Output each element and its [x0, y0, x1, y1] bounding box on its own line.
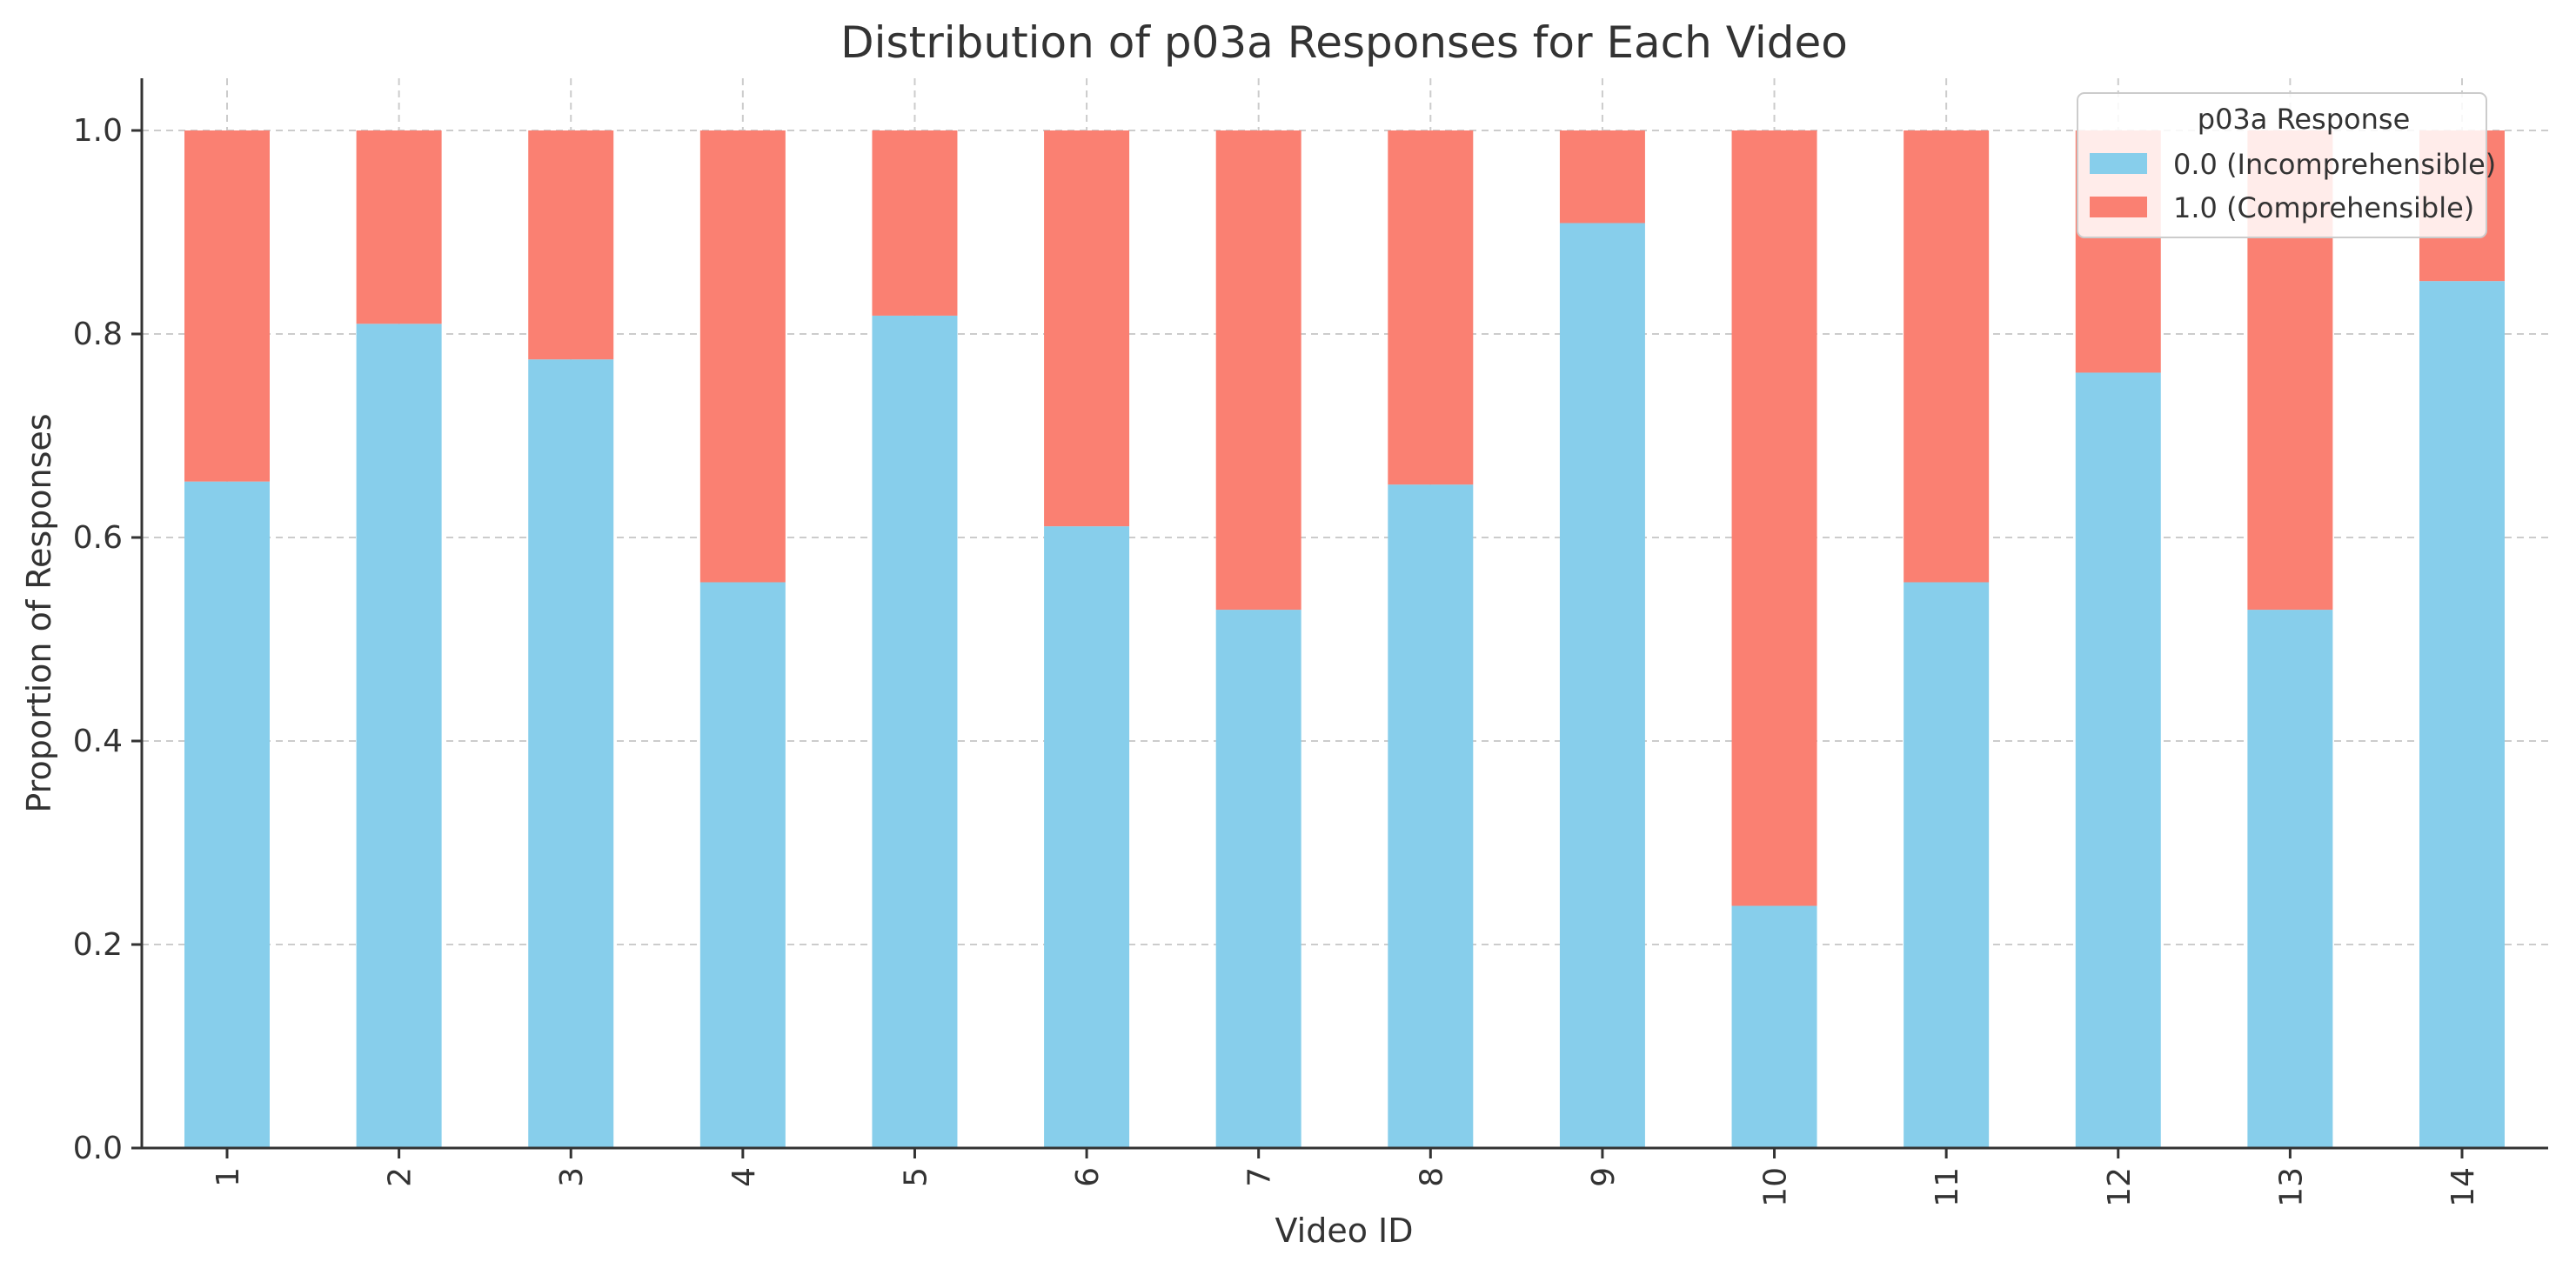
x-tick-label: 2	[383, 1167, 418, 1187]
x-axis-label: Video ID	[1275, 1212, 1413, 1250]
bar-segment-video-4-series-0	[699, 582, 786, 1148]
x-tick-label: 3	[554, 1167, 590, 1187]
bar-segment-video-6-series-0	[1044, 526, 1130, 1148]
x-tick-label: 12	[2102, 1167, 2138, 1207]
bars	[184, 130, 2505, 1149]
y-tick-label: 0.2	[73, 927, 123, 963]
y-axis-label: Proportion of Responses	[20, 413, 58, 812]
legend-label-incomprehensible: 0.0 (Incomprehensible)	[2173, 148, 2496, 181]
x-tick-label: 4	[726, 1167, 762, 1187]
bar-segment-video-11-series-0	[1904, 582, 1990, 1148]
y-ticks: 0.0 0.2 0.4 0.6 0.8 1.0	[73, 113, 142, 1166]
x-tick-label: 6	[1070, 1167, 1106, 1187]
x-tick-label: 10	[1758, 1167, 1794, 1207]
legend-title: p03a Response	[2198, 103, 2411, 136]
x-ticks: 1 2 3 4 5 6 7 8 9 10 11 12 13 14	[211, 1148, 2481, 1207]
y-tick-label: 0.4	[73, 724, 123, 759]
x-tick-label: 14	[2446, 1167, 2481, 1207]
x-tick-label: 9	[1586, 1167, 1622, 1187]
y-tick-label: 1.0	[73, 113, 123, 149]
y-tick-label: 0.0	[73, 1131, 123, 1166]
bar-segment-video-10-series-0	[1731, 905, 1817, 1148]
x-tick-label: 8	[1414, 1167, 1449, 1187]
x-tick-label: 7	[1242, 1167, 1278, 1187]
bar-segment-video-8-series-0	[1388, 484, 1474, 1148]
legend-swatch-incomprehensible	[2090, 153, 2147, 174]
legend: p03a Response 0.0 (Incomprehensible) 1.0…	[2077, 92, 2496, 238]
legend-label-comprehensible: 1.0 (Comprehensible)	[2173, 191, 2474, 224]
x-tick-label: 11	[1930, 1167, 1965, 1207]
bar-segment-video-5-series-1	[872, 130, 958, 316]
bar-segment-video-6-series-1	[1044, 130, 1130, 527]
axes	[140, 78, 2548, 1150]
y-tick-label: 0.6	[73, 520, 123, 556]
bar-segment-video-2-series-0	[356, 324, 442, 1148]
y-tick-label: 0.8	[73, 317, 123, 352]
bar-segment-video-9-series-1	[1559, 130, 1645, 224]
bar-segment-video-5-series-0	[872, 315, 958, 1148]
bar-segment-video-4-series-1	[699, 130, 786, 583]
x-tick-label: 1	[211, 1167, 246, 1187]
bar-segment-video-10-series-1	[1731, 130, 1817, 906]
bar-segment-video-11-series-1	[1904, 130, 1990, 583]
grid	[142, 78, 2548, 1148]
x-tick-label: 5	[898, 1167, 933, 1187]
bar-segment-video-7-series-1	[1215, 130, 1301, 611]
bar-segment-video-1-series-0	[184, 481, 270, 1148]
x-tick-label: 13	[2273, 1167, 2309, 1207]
bar-segment-video-12-series-0	[2075, 372, 2161, 1149]
bar-segment-video-14-series-0	[2419, 281, 2505, 1148]
bar-segment-video-3-series-0	[528, 359, 614, 1148]
legend-swatch-comprehensible	[2090, 197, 2147, 217]
bar-segment-video-8-series-1	[1388, 130, 1474, 485]
bar-segment-video-13-series-0	[2247, 610, 2333, 1148]
legend-box	[2077, 92, 2487, 238]
bar-segment-video-1-series-1	[184, 130, 270, 482]
bar-segment-video-2-series-1	[356, 130, 442, 324]
bar-segment-video-9-series-0	[1559, 223, 1645, 1149]
chart-title: Distribution of p03a Responses for Each …	[840, 17, 1848, 68]
bar-segment-video-7-series-0	[1215, 610, 1301, 1148]
bar-segment-video-3-series-1	[528, 130, 614, 360]
